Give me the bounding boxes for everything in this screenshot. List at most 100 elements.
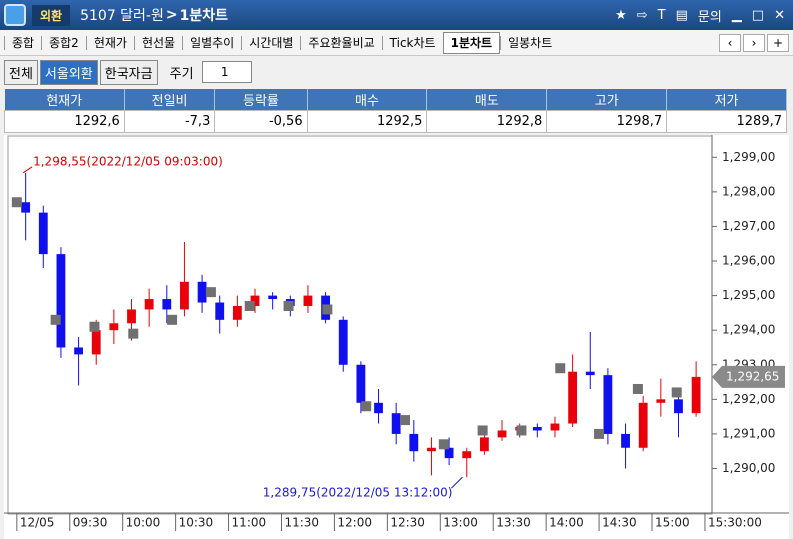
candle-body	[638, 402, 648, 448]
marker	[438, 439, 449, 450]
tab[interactable]: 현선물	[133, 35, 182, 50]
toolbar: 전체 서울외환 한국자금 주기 1	[4, 58, 252, 86]
x-tick-label: 15:30:00	[708, 516, 762, 530]
candle-body	[568, 371, 578, 424]
candle-body	[603, 375, 613, 434]
annotation-arrow	[451, 476, 463, 489]
x-tick-label: 10:30	[179, 516, 214, 530]
annotation-arrow	[22, 166, 33, 174]
tab[interactable]: 주요환율비교	[300, 35, 381, 50]
period-label: 주기	[169, 66, 194, 82]
close[interactable]: ✕	[774, 7, 785, 23]
candle-body	[391, 413, 401, 434]
prev-tab[interactable]: ‹	[719, 33, 741, 52]
candle-body	[409, 433, 419, 452]
y-tick-label: 1,292,00	[722, 392, 775, 406]
column-header: 고가	[546, 89, 668, 111]
x-tick-label: 11:00	[232, 516, 267, 530]
separator: >	[165, 7, 178, 23]
quote-value: -7,3	[123, 110, 216, 133]
tab-nav: ‹ › +	[719, 33, 793, 52]
candle-body	[656, 399, 666, 403]
marker	[205, 287, 216, 298]
x-tick-label: 10:00	[126, 516, 161, 530]
column-header: 매수	[307, 89, 428, 111]
candle-body	[180, 281, 189, 310]
candle-body	[585, 371, 595, 376]
candle-body	[479, 437, 489, 452]
candle-body	[674, 399, 683, 414]
x-tick-label: 15:00	[655, 516, 690, 530]
window-subtitle: 1분차트	[179, 8, 228, 24]
tab[interactable]: 일봉차트	[500, 35, 559, 50]
column-header: 현재가	[4, 89, 125, 111]
help-link[interactable]: 문의	[697, 9, 722, 25]
candle-body	[162, 299, 172, 310]
candle-body	[268, 295, 278, 300]
quote-value: 1292,8	[426, 110, 548, 133]
marker	[555, 363, 566, 374]
quote-value: 1298,7	[546, 110, 668, 133]
y-tick-label: 1,291,00	[722, 426, 775, 440]
marker	[128, 328, 139, 339]
tab[interactable]: 1분차트	[442, 31, 501, 54]
candle-body	[427, 447, 436, 452]
quote-table: 현재가 전일비 등락률 매수 매도 고가 저가 1292,6 -7,3 -0,56 1292,5 12…	[4, 89, 787, 133]
print-icon[interactable]: ▤	[675, 7, 688, 23]
marker	[477, 425, 488, 436]
y-tick-label: 1,295,00	[722, 288, 775, 302]
marker	[322, 304, 333, 315]
marker	[671, 387, 682, 398]
candle-body	[444, 447, 454, 459]
candle-body	[497, 430, 507, 438]
star-icon[interactable]: ★	[615, 7, 627, 23]
link-icon[interactable]: ⇨	[636, 7, 648, 23]
x-tick-label: 12/05	[20, 516, 55, 530]
tab-bar: 종합 종합2 현재가 현선물 일별추이 시간대별 주요환율비교 Tick차트 1분차트 일봉차트 ‹…	[0, 30, 793, 56]
tab[interactable]: 종합	[4, 35, 41, 50]
candle-body	[38, 212, 48, 255]
quote-value: -0,56	[214, 110, 308, 133]
add-tab[interactable]: +	[767, 33, 789, 52]
marker	[89, 321, 100, 332]
column-header: 등락률	[214, 89, 308, 111]
y-tick-label: 1,299,00	[722, 150, 775, 164]
marker	[167, 314, 178, 325]
title-bar: 외환 5107 달러-원 > 1분차트 ★ ⇨ T ▤ 문의 ▁ □ ✕	[0, 0, 793, 30]
x-tick-label: 12:30	[390, 516, 425, 530]
maximize[interactable]: □	[751, 7, 765, 23]
market-button[interactable]: 한국자금	[99, 59, 158, 85]
annotation: 1,298,55(2022/12/05 09:03:00)	[33, 154, 223, 168]
marker	[244, 300, 255, 311]
marker	[11, 197, 22, 208]
tab[interactable]: 시간대별	[241, 35, 300, 50]
app-name: 외환	[32, 4, 71, 26]
candle-body	[21, 202, 31, 213]
market-button[interactable]: 전체	[4, 59, 38, 85]
y-tick-label: 1,296,00	[722, 254, 775, 268]
candle-body	[91, 330, 101, 355]
candle-body	[621, 433, 630, 448]
toolbar-icons: ★ ⇨ T ▤ 문의 ▁ □ ✕	[615, 6, 793, 25]
x-tick-label: 14:00	[549, 516, 584, 530]
market-button[interactable]: 서울외환	[39, 59, 98, 85]
tab[interactable]: Tick차트	[381, 35, 443, 50]
next-tab[interactable]: ›	[743, 33, 765, 52]
window-title: 5107 달러-원	[80, 8, 164, 24]
candle-body	[462, 451, 472, 459]
tab[interactable]: 종합2	[41, 35, 86, 50]
candle-body	[303, 295, 313, 306]
candle-body	[691, 376, 701, 414]
candle-body	[109, 323, 119, 331]
column-header: 매도	[426, 89, 548, 111]
minimize[interactable]: ▁	[731, 7, 742, 23]
tab[interactable]: 현재가	[85, 35, 134, 50]
tab[interactable]: 일별추이	[182, 35, 241, 50]
y-tick-label: 1,294,00	[722, 323, 775, 337]
x-tick-label: 09:30	[73, 516, 108, 530]
chart: 1,290,001,291,001,292,001,293,001,294,00…	[4, 135, 789, 539]
candle-body	[215, 302, 225, 320]
candle-body	[338, 319, 348, 365]
font-icon[interactable]: T	[657, 7, 666, 23]
period-input[interactable]: 1	[201, 61, 252, 83]
